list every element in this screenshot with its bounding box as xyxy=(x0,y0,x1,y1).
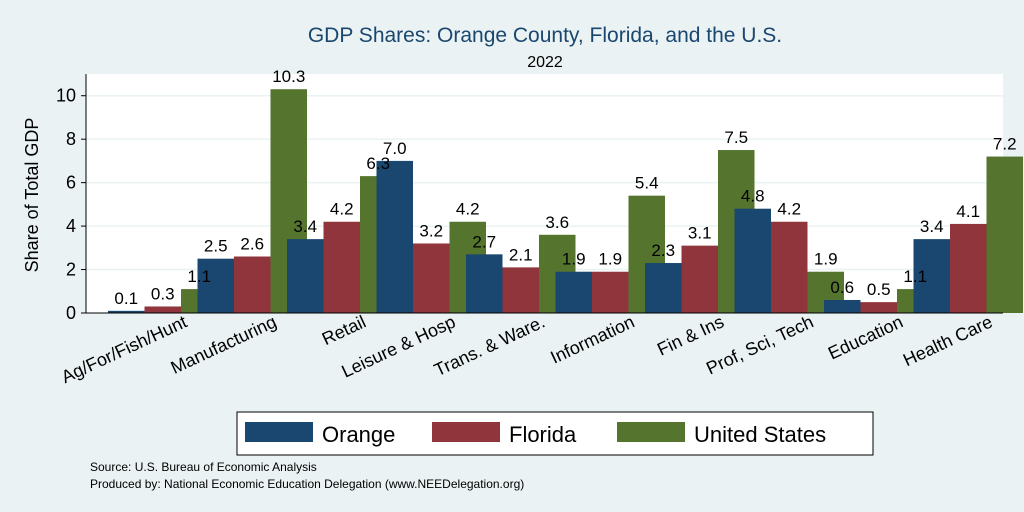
y-axis-label: Share of Total GDP xyxy=(22,118,42,273)
data-label: 1.9 xyxy=(598,250,622,269)
x-tick-label: Health Care xyxy=(900,311,996,370)
bar-florida xyxy=(144,306,181,313)
y-tick-label: 2 xyxy=(66,260,76,280)
y-tick-label: 6 xyxy=(66,173,76,193)
bar-florida xyxy=(592,271,629,313)
legend-label: Orange xyxy=(322,422,395,447)
legend-swatch-united-states xyxy=(617,422,685,442)
bar-orange xyxy=(376,160,413,313)
bar-orange xyxy=(108,310,145,313)
data-label: 3.4 xyxy=(293,217,317,236)
bar-florida xyxy=(234,256,271,313)
bar-orange xyxy=(197,258,234,313)
bar-florida xyxy=(323,221,360,313)
legend-swatch-florida xyxy=(432,422,500,442)
y-tick-label: 10 xyxy=(56,86,76,106)
bar-orange xyxy=(555,271,592,313)
bar-orange xyxy=(645,263,682,313)
bar-orange xyxy=(287,239,324,313)
legend-label: United States xyxy=(694,422,826,447)
data-label: 4.1 xyxy=(956,202,980,221)
bar-florida xyxy=(413,243,450,313)
y-tick-label: 8 xyxy=(66,129,76,149)
producer-note: Produced by: National Economic Education… xyxy=(90,477,524,491)
y-tick-label: 4 xyxy=(66,216,76,236)
y-ticks: 0 2 4 6 8 10 xyxy=(56,86,86,323)
bar-florida xyxy=(502,267,539,313)
data-label: 6.3 xyxy=(366,154,390,173)
source-note: Source: U.S. Bureau of Economic Analysis xyxy=(90,460,317,474)
data-label: 4.2 xyxy=(330,200,354,219)
data-label: 1.1 xyxy=(903,267,927,286)
data-label: 5.4 xyxy=(635,174,659,193)
data-label: 4.2 xyxy=(456,200,480,219)
data-label: 0.3 xyxy=(151,284,175,303)
bar-florida xyxy=(771,221,808,313)
bar-florida xyxy=(860,302,897,313)
x-tick-label: Information xyxy=(547,311,637,367)
bar-florida xyxy=(950,223,987,313)
bar-orange xyxy=(466,254,503,313)
data-label: 3.1 xyxy=(688,224,712,243)
chart-title: GDP Shares: Orange County, Florida, and … xyxy=(308,24,782,47)
bar-orange xyxy=(824,299,861,313)
data-label: 1.1 xyxy=(187,267,211,286)
legend-swatch-orange xyxy=(245,422,313,442)
bar-united-states xyxy=(986,156,1023,313)
bar-orange xyxy=(913,239,950,313)
x-tick-label: Ag/For/Fish/Hunt xyxy=(58,311,190,387)
legend-box xyxy=(236,411,874,456)
data-label: 4.8 xyxy=(741,187,765,206)
data-labels: 0.1 0.3 1.1 2.5 2.6 10.3 3.4 4.2 6.37.0 3.2 4.2 2.7… xyxy=(114,67,1016,308)
x-tick-label: Retail xyxy=(319,311,369,349)
data-label: 3.2 xyxy=(419,221,443,240)
legend: Orange Florida United States xyxy=(236,411,874,456)
data-label: 2.3 xyxy=(651,241,675,260)
x-tick-label: Education xyxy=(825,311,906,363)
data-label: 2.7 xyxy=(472,232,496,251)
legend-label: Florida xyxy=(509,422,577,447)
data-label: 2.5 xyxy=(204,237,228,256)
data-label: 7.0 xyxy=(383,139,407,158)
data-label: 3.4 xyxy=(920,217,944,236)
data-label: 10.3 xyxy=(272,67,305,86)
bar-orange xyxy=(734,208,771,313)
data-label: 0.5 xyxy=(867,280,891,299)
data-label: 3.6 xyxy=(545,213,569,232)
data-label: 0.1 xyxy=(114,289,138,308)
data-label: 7.2 xyxy=(993,135,1017,154)
data-label: 1.9 xyxy=(562,250,586,269)
chart-subtitle: 2022 xyxy=(527,54,563,71)
data-label: 2.1 xyxy=(509,245,533,264)
data-label: 7.5 xyxy=(724,128,748,147)
data-label: 1.9 xyxy=(814,250,838,269)
data-label: 2.6 xyxy=(240,235,264,254)
bars xyxy=(108,89,1023,313)
data-label: 0.6 xyxy=(830,278,854,297)
bar-florida xyxy=(681,245,718,313)
y-tick-label: 0 xyxy=(66,303,76,323)
data-label: 4.2 xyxy=(777,200,801,219)
x-tick-label: Fin & Ins xyxy=(654,311,727,359)
